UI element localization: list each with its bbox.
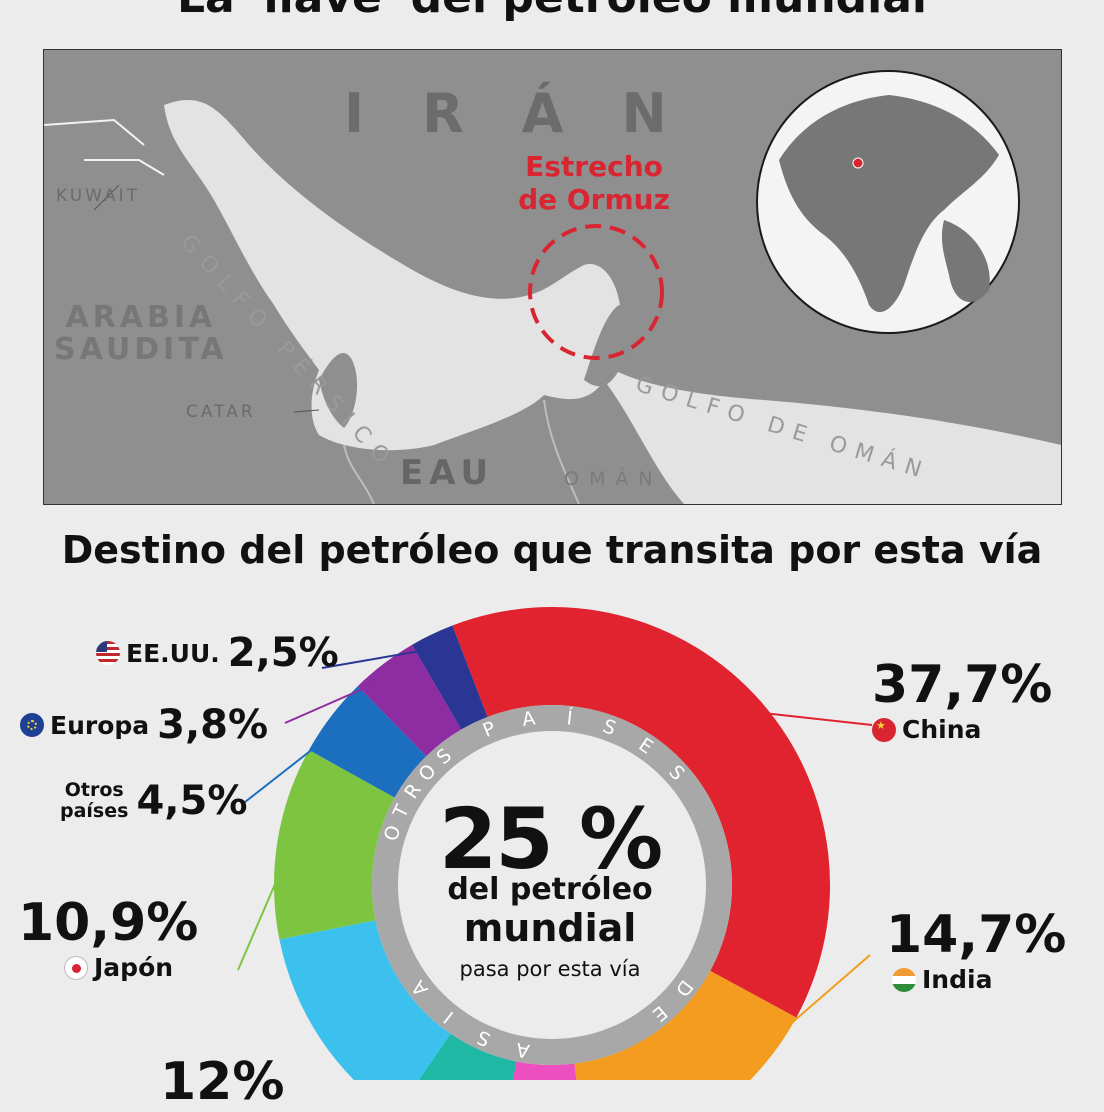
map-label-arabia-line2: SAUDITA xyxy=(54,332,228,367)
ring-letter: Í xyxy=(566,706,574,730)
legend-india-name: India xyxy=(922,965,993,994)
legend-europa-name: Europa xyxy=(50,710,150,740)
center-line3: pasa por esta vía xyxy=(459,957,641,981)
map-label-arabia-line1: ARABIA xyxy=(65,300,217,335)
legend-otros-name: Otros países xyxy=(60,780,128,822)
legend-japon-pct: 10,9% xyxy=(18,893,199,953)
leader-line xyxy=(321,646,439,669)
legend-china-row: China xyxy=(872,715,981,744)
qatar-land xyxy=(319,352,358,428)
strait-map: IRÁN KUWAIT GOLFO PÉRSICO ARABIA SAUDITA… xyxy=(43,49,1062,505)
donut-slice-jap-n xyxy=(274,750,395,940)
map-label-eau: EAU xyxy=(400,453,495,493)
donut-slice-europa xyxy=(357,644,462,757)
donut-slice-slice-4 xyxy=(279,920,451,1080)
leader-line xyxy=(749,710,873,726)
legend-china: 37,7% China xyxy=(872,655,1052,744)
legend-india: 14,7% India xyxy=(886,905,1066,994)
center-line1: del petróleo xyxy=(447,872,653,907)
legend-otros: Otros países 4,5% xyxy=(60,778,247,824)
legend-otros-pct: 4,5% xyxy=(136,778,248,824)
legend-otros-line2: países xyxy=(60,800,129,822)
ring-letter: A xyxy=(521,707,537,731)
legend-japon: 10,9% Japón xyxy=(18,893,198,982)
legend-europa: Europa 3,8% xyxy=(20,702,268,748)
donut-slices xyxy=(274,607,830,1080)
globe-icon xyxy=(756,70,1020,334)
legend-japon-row: Japón xyxy=(64,953,173,982)
legend-china-pct: 37,7% xyxy=(872,655,1053,715)
us-flag-icon xyxy=(96,641,120,665)
leader-lines xyxy=(237,646,873,1080)
map-label-kuwait: KUWAIT xyxy=(56,186,141,206)
legend-india-row: India xyxy=(892,965,992,994)
map-label-arabia: ARABIA SAUDITA xyxy=(54,302,228,366)
in-flag-icon xyxy=(892,967,916,992)
legend-japon-name: Japón xyxy=(94,953,174,982)
center-value: 25 % xyxy=(438,790,663,888)
legend-usa-name: EE.UU. xyxy=(126,638,220,668)
strait-line2: de Ormuz xyxy=(518,183,670,216)
donut-slice-otros-pa-ses xyxy=(308,686,427,798)
legend-europa-pct: 3,8% xyxy=(157,702,269,748)
ring-letter: A xyxy=(515,1038,532,1062)
strait-line1: Estrecho xyxy=(525,150,663,183)
leader-line xyxy=(244,724,344,803)
map-label-strait: Estrecho de Ormuz xyxy=(499,150,689,216)
map-label-oman: OMÁN xyxy=(564,468,663,490)
gulf-water xyxy=(164,99,1061,504)
donut-slice-ee-uu- xyxy=(411,625,488,730)
donut-slice-china xyxy=(452,607,830,1018)
legend-asia-other-pct: 12% xyxy=(160,1052,285,1112)
legend-usa: EE.UU. 2,5% xyxy=(96,630,339,676)
donut-slice-india xyxy=(574,970,797,1080)
map-shapes xyxy=(44,70,1061,504)
ring-letter: O xyxy=(380,823,406,844)
strait-highlight-circle xyxy=(528,224,664,360)
leader-line xyxy=(284,674,394,724)
eu-flag-icon xyxy=(20,713,44,737)
legend-asia-other: 12% xyxy=(160,1052,284,1112)
leader-line xyxy=(724,954,871,1080)
donut-slice-slice-2 xyxy=(512,1061,577,1080)
legend-china-name: China xyxy=(902,715,982,744)
musandam-land xyxy=(584,305,629,387)
map-label-iran: IRÁN xyxy=(344,82,725,145)
main-title: La 'llave' del petróleo mundial xyxy=(0,0,1104,23)
center-line2: mundial xyxy=(463,906,637,950)
jp-flag-icon xyxy=(64,955,88,980)
legend-india-pct: 14,7% xyxy=(886,905,1067,965)
donut-slice-slice-3 xyxy=(418,1033,517,1080)
leader-line xyxy=(237,844,294,971)
section-title: Destino del petróleo que transita por es… xyxy=(61,528,1043,572)
cn-flag-icon xyxy=(872,717,896,742)
map-label-catar: CATAR xyxy=(186,402,256,422)
inner-disc xyxy=(398,731,706,1039)
legend-otros-line1: Otros xyxy=(64,779,124,801)
legend-usa-pct: 2,5% xyxy=(227,630,339,676)
